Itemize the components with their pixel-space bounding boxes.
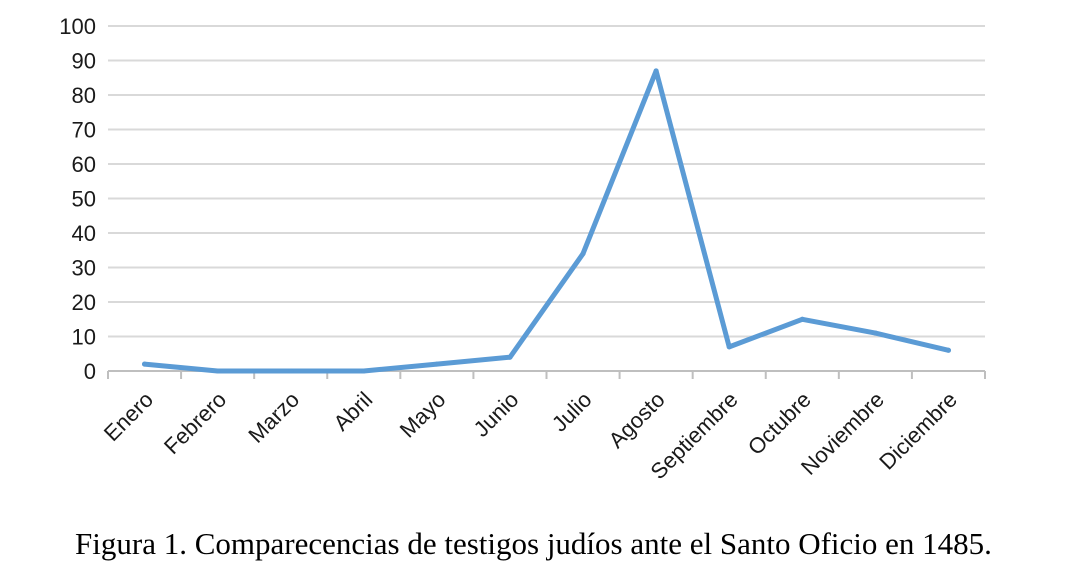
y-tick-label: 10: [72, 325, 96, 350]
x-tick-label: Mayo: [395, 387, 451, 443]
figure-caption: Figura 1. Comparecencias de testigos jud…: [75, 526, 992, 561]
y-tick-label: 0: [84, 359, 96, 384]
data-point: [142, 361, 148, 367]
x-axis-tick-labels: Enero Febrero Marzo Abril Mayo Junio Julio Agos…: [99, 387, 962, 484]
x-tick-label: Agosto: [604, 387, 670, 453]
y-tick-label: 50: [72, 187, 96, 212]
y-tick-label: 60: [72, 152, 96, 177]
gridlines: [108, 25, 985, 338]
data-point: [580, 251, 586, 257]
data-point: [288, 368, 294, 374]
data-point: [434, 361, 440, 367]
y-tick-label: 40: [72, 221, 96, 246]
y-tick-label: 90: [72, 49, 96, 74]
data-point: [799, 316, 805, 322]
data-point: [872, 330, 878, 336]
y-axis-tick-labels: 0 10 20 30 40 50 60 70 80 90 100: [59, 14, 96, 384]
data-point: [653, 68, 659, 74]
data-point: [945, 347, 951, 353]
x-tick-label: Marzo: [243, 387, 304, 448]
y-tick-label: 30: [72, 256, 96, 281]
data-point: [215, 368, 221, 374]
x-tick-label: Febrero: [159, 387, 231, 459]
series: [142, 68, 951, 374]
x-tick-label: Enero: [99, 387, 158, 446]
data-point: [361, 368, 367, 374]
x-tick-label: Julio: [547, 387, 597, 437]
line-chart: 0 10 20 30 40 50 60 70 80 90 100 Enero Febrero Marzo…: [59, 14, 986, 484]
y-tick-label: 100: [59, 14, 96, 39]
data-point: [726, 344, 732, 350]
y-tick-label: 70: [72, 118, 96, 143]
x-tick-label: Diciembre: [874, 387, 962, 475]
data-point: [507, 354, 513, 360]
y-tick-label: 20: [72, 290, 96, 315]
x-tick-label: Abril: [329, 387, 378, 436]
x-tick-label: Octubre: [743, 387, 816, 460]
x-tick-label: Junio: [469, 387, 524, 442]
series-line: [142, 68, 951, 374]
y-tick-label: 80: [72, 83, 96, 108]
